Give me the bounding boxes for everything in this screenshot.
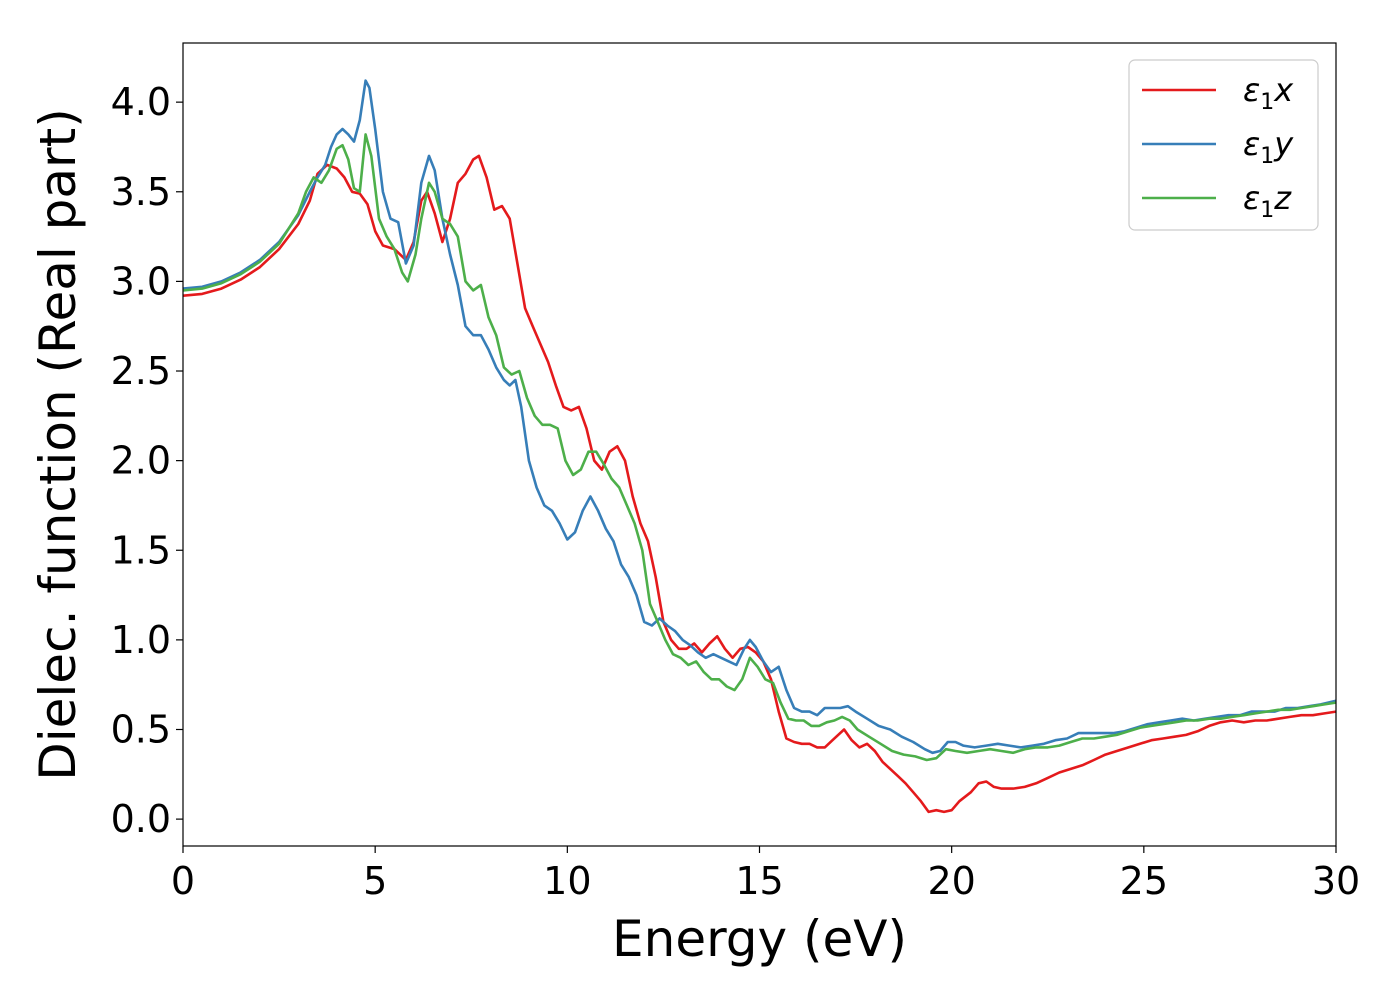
- y-tick-label: 1.0: [111, 618, 171, 662]
- x-tick-label: 20: [927, 859, 975, 903]
- legend-box: [1128, 59, 1319, 231]
- x-tick-label: 25: [1120, 859, 1168, 903]
- x-tick-label: 15: [735, 859, 783, 903]
- y-tick-label: 0.5: [111, 707, 171, 751]
- legend-label-2: ε1z: [1243, 179, 1292, 223]
- y-axis-title: Dielec. function (Real part): [29, 108, 87, 780]
- legend-label-0: ε1x: [1243, 71, 1294, 115]
- y-axis: 0.0 0.5 1.0 1.5 2.0 2.5 3.0 3.5 4.0: [111, 80, 183, 841]
- legend-label-1: ε1y: [1243, 125, 1294, 169]
- y-tick-label: 2.0: [111, 439, 171, 483]
- x-tick-label: 10: [543, 859, 591, 903]
- y-tick-label: 0.0: [111, 797, 171, 841]
- y-tick-label: 4.0: [111, 80, 171, 124]
- y-tick-label: 3.0: [111, 259, 171, 303]
- series-line-2: [183, 133, 1336, 762]
- legend: ε1x ε1y ε1z: [1128, 59, 1319, 231]
- series-layer: [183, 79, 1336, 814]
- y-tick-label: 3.5: [111, 170, 171, 214]
- x-tick-label: 0: [171, 859, 195, 903]
- x-axis-title: Energy (eV): [612, 910, 907, 968]
- series-line-1: [183, 79, 1336, 755]
- x-tick-label: 5: [363, 859, 387, 903]
- y-tick-label: 2.5: [111, 349, 171, 393]
- x-axis: 0 5 10 15 20 25 30: [171, 846, 1360, 903]
- x-tick-label: 30: [1312, 859, 1360, 903]
- y-tick-label: 1.5: [111, 528, 171, 572]
